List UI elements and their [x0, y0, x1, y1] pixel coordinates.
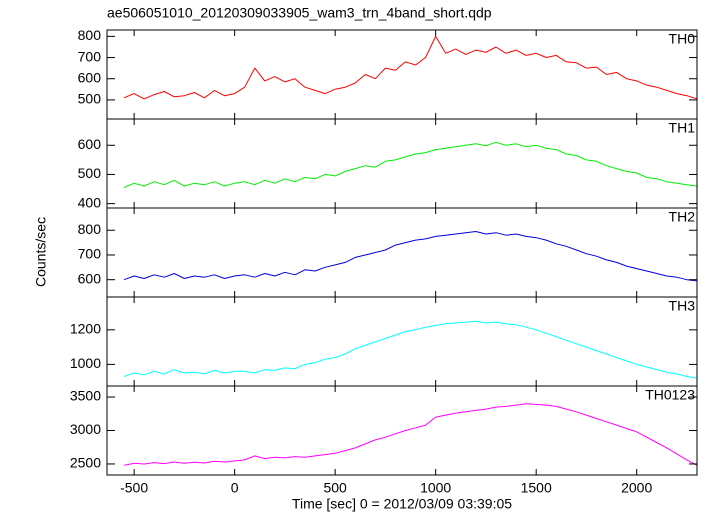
series-line	[123, 36, 698, 100]
y-tick-label: 600	[78, 270, 102, 286]
x-tick-label: 500	[323, 480, 347, 496]
y-tick-label: 700	[78, 48, 102, 64]
panel-label: TH1	[669, 120, 696, 136]
panel-frame	[106, 118, 698, 209]
series-line	[123, 231, 698, 282]
y-tick-label: 3000	[70, 421, 101, 437]
series-line	[123, 141, 698, 189]
y-tick-label: 1200	[70, 321, 101, 337]
x-tick-label: -500	[120, 480, 148, 496]
panel-label: TH0123	[645, 387, 695, 403]
y-tick-label: 2500	[70, 455, 101, 471]
panel-frame	[106, 385, 698, 476]
x-tick-label: 0	[231, 480, 239, 496]
x-tick-label: 1000	[420, 480, 451, 496]
y-tick-label: 400	[78, 194, 102, 210]
series-line	[124, 403, 698, 466]
y-tick-label: 700	[78, 246, 102, 262]
x-axis-label: Time [sec] 0 = 2012/03/09 03:39:05	[292, 496, 512, 512]
y-tick-label: 600	[78, 69, 102, 85]
y-tick-label: 800	[78, 27, 102, 43]
y-tick-label: 800	[78, 221, 102, 237]
x-tick-label: 1500	[521, 480, 552, 496]
x-tick-label: 2000	[621, 480, 652, 496]
panel-label: TH2	[669, 209, 696, 225]
y-axis-label: Counts/sec	[33, 217, 49, 287]
panel-frame	[106, 207, 698, 298]
panel-label: TH3	[669, 298, 696, 314]
y-tick-label: 500	[78, 91, 102, 107]
y-tick-label: 600	[78, 136, 102, 152]
y-tick-label: 500	[78, 165, 102, 181]
series-line	[123, 320, 698, 379]
y-tick-label: 1000	[70, 355, 101, 371]
chart-title: ae506051010_20120309033905_wam3_trn_4ban…	[107, 5, 492, 21]
y-tick-label: 3500	[70, 388, 101, 404]
panel-label: TH0	[669, 31, 696, 47]
